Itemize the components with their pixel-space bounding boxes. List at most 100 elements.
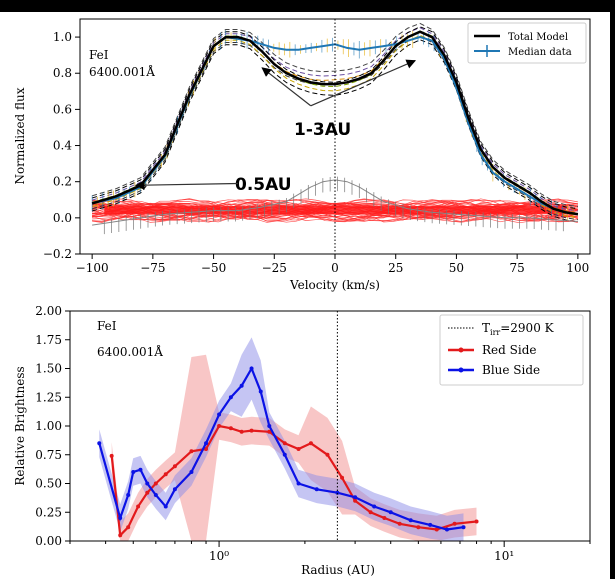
blue-side-point (228, 395, 233, 400)
bottom-ytick-label: 1.75 (35, 333, 62, 347)
red-side-point (397, 521, 402, 526)
bottom-ytick-label: 0.50 (35, 477, 62, 491)
top-xtick-label: 25 (388, 261, 403, 275)
red-side-point (153, 481, 158, 486)
blue-side-point (189, 470, 194, 474)
blue-side-point (282, 452, 287, 457)
red-model-band (104, 206, 566, 215)
red-side-point (228, 426, 233, 431)
bottom-xlabel: Radius (AU) (301, 563, 375, 577)
top-legend: Total Model Median data (467, 22, 587, 64)
blue-side-point (153, 493, 158, 497)
red-side-point (145, 490, 150, 495)
annotation-arrow-1-3au (261, 67, 312, 107)
red-side-point (434, 527, 439, 532)
red-side-point (217, 424, 222, 428)
red-model-component (92, 199, 579, 222)
blue-side-point (118, 516, 123, 520)
blue-side-point (239, 383, 244, 388)
top-xtick-label: 0 (331, 261, 339, 275)
blue-side-line (98, 365, 464, 531)
top-wavelength-label: 6400.001Å (89, 64, 155, 79)
legend-blue-label: Blue Side (482, 363, 540, 377)
red-side-point (452, 521, 457, 526)
blue-side-point (335, 490, 340, 495)
top-xtick-label: −25 (262, 261, 287, 275)
top-ytick-label: 0.6 (53, 102, 72, 116)
blue-side-point (428, 522, 433, 527)
red-side-point (189, 449, 194, 454)
blue-side-point (131, 470, 136, 474)
blue-side-point (138, 467, 143, 472)
red-side-point (368, 510, 373, 515)
bottom-ytick-label: 0.75 (35, 448, 62, 462)
red-side-point (382, 516, 387, 520)
red-side-point (267, 429, 272, 434)
top-xtick-label: 50 (449, 261, 464, 275)
top-xtick-label: −50 (201, 261, 226, 275)
bottom-ytick-label: 1.25 (35, 390, 62, 404)
top-xtick-label: −100 (76, 261, 109, 275)
bottom-legend: Tirr=2900 K Red Side Blue Side (439, 314, 584, 386)
total-model-line (91, 30, 579, 216)
bottom-wavelength-label: 6400.001Å (97, 344, 163, 359)
top-xtick-label: 75 (510, 261, 525, 275)
blue-side-point (126, 493, 131, 497)
model-realization (91, 35, 578, 221)
blue-side-band (99, 337, 464, 541)
blue-side-point (314, 487, 319, 492)
top-ytick-label: 1.0 (53, 30, 72, 44)
red-side-point (308, 441, 313, 446)
red-side-point (163, 472, 168, 477)
blue-side-point (444, 527, 449, 532)
blue-side-point (388, 510, 393, 515)
bottom-ytick-label: 0.00 (35, 534, 62, 548)
red-side-point (172, 464, 177, 469)
component-0.5au-line (92, 179, 578, 226)
top-ylabel: Normalized flux (13, 87, 27, 184)
top-ytick-label: 0.4 (53, 139, 72, 153)
blue-side-point (217, 412, 222, 417)
legend-tirr-label: Tirr=2900 K (482, 321, 555, 337)
top-ytick-label: 0.8 (53, 66, 72, 80)
blue-side-point (97, 441, 102, 446)
bottom-panel: 0.00 0.25 0.50 0.75 1.00 1.25 1.50 1.75 2.00 10⁰ 1… (13, 304, 591, 577)
red-side-point (239, 429, 244, 434)
blue-side-point (353, 495, 358, 500)
red-side-point (340, 475, 345, 480)
bottom-ytick-label: 1.50 (35, 362, 62, 376)
top-xlabel: Velocity (km/s) (289, 278, 380, 292)
blue-side-point (408, 518, 413, 523)
blue-side-point (163, 504, 168, 509)
annotation-arrow-1-3au (310, 59, 417, 107)
red-side-point (416, 525, 421, 530)
bottom-ytick-label: 1.00 (35, 419, 62, 433)
blue-side-point (172, 487, 177, 492)
blue-side-point (204, 441, 209, 446)
legend-red-label: Red Side (482, 343, 536, 357)
red-side-point (325, 452, 330, 457)
top-panel: −100 −75 −50 −25 0 25 50 75 100 −0.2 0.0 0.2 0.4 0.6 0… (13, 18, 591, 292)
red-side-point (118, 533, 123, 538)
blue-side-point (461, 525, 466, 530)
bottom-ytick-label: 0.25 (35, 505, 62, 519)
top-ytick-label: 0.2 (53, 175, 72, 189)
annotation-1-3au: 1-3AU (294, 120, 351, 140)
model-realization (91, 22, 578, 208)
blue-side-point (267, 424, 272, 428)
red-side-point (282, 441, 287, 446)
annotation-0-5au: 0.5AU (235, 175, 292, 195)
top-xtick-label: −75 (140, 261, 165, 275)
top-ytick-label: 0.0 (53, 211, 72, 225)
annotation-arrow-0-5au (134, 180, 238, 190)
red-side-point (126, 525, 131, 530)
red-side-point (249, 428, 254, 433)
red-side-point (296, 447, 301, 451)
top-element-label: FeI (89, 48, 109, 62)
blue-side-point (258, 389, 263, 394)
legend-median-data-label: Median data (508, 47, 572, 58)
blue-side-point (372, 504, 377, 509)
model-realization (91, 27, 578, 212)
bottom-ytick-label: 2.00 (35, 304, 62, 318)
